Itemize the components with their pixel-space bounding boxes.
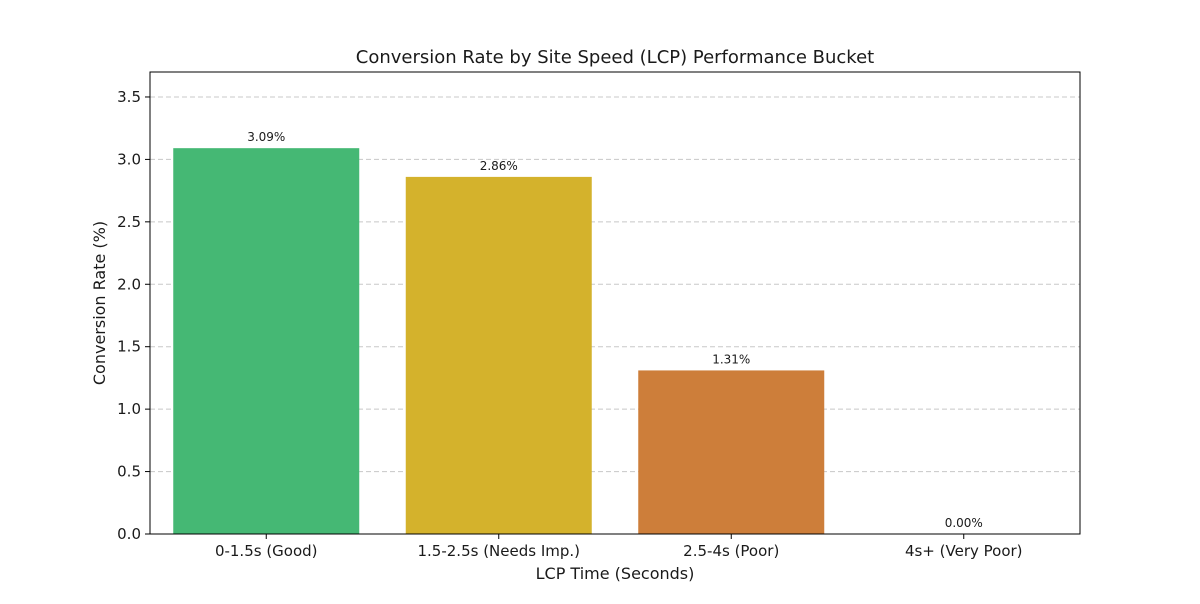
- bar: [638, 370, 825, 534]
- y-tick-label: 2.5: [117, 213, 141, 231]
- bar-value-label: 0.00%: [945, 516, 983, 530]
- bar: [173, 148, 360, 534]
- y-tick-label: 0.0: [117, 525, 141, 543]
- y-tick-label: 1.0: [117, 400, 141, 418]
- y-tick-label: 1.5: [117, 338, 141, 356]
- y-axis-ticks: 0.0 0.5 1.0 1.5 2.0 2.5 3.0 3.5: [117, 88, 150, 543]
- y-axis-label: Conversion Rate (%): [90, 221, 109, 385]
- x-tick-label: 4s+ (Very Poor): [905, 542, 1023, 560]
- y-tick-label: 3.0: [117, 150, 141, 168]
- x-tick-label: 1.5-2.5s (Needs Imp.): [417, 542, 580, 560]
- y-tick-label: 0.5: [117, 463, 141, 481]
- x-axis-label: LCP Time (Seconds): [536, 564, 695, 583]
- plot-frame: [149, 71, 1081, 535]
- bar-value-label: 3.09%: [247, 130, 285, 144]
- bar: [405, 176, 592, 535]
- data-labels-layer: 3.09% 2.86% 1.31% 0.00%: [247, 130, 983, 530]
- y-tick-label: 3.5: [117, 88, 141, 106]
- y-tick-label: 2.0: [117, 275, 141, 293]
- bar-value-label: 1.31%: [712, 352, 750, 366]
- x-tick-label: 0-1.5s (Good): [215, 542, 318, 560]
- bars-layer: [173, 148, 825, 535]
- x-axis-ticks: 0-1.5s (Good) 1.5-2.5s (Needs Imp.) 2.5-4s…: [215, 534, 1023, 560]
- chart-title: Conversion Rate by Site Speed (LCP) Perf…: [356, 47, 874, 68]
- bar-value-label: 2.86%: [480, 159, 518, 173]
- x-tick-label: 2.5-4s (Poor): [683, 542, 779, 560]
